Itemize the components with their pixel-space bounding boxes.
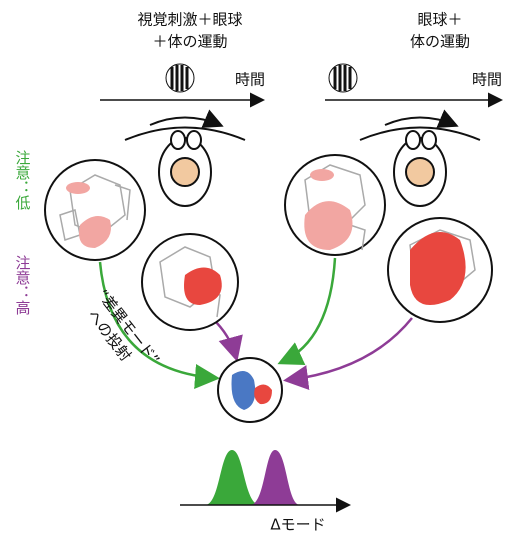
attention-low: 注意：低 — [14, 150, 32, 211]
grating — [165, 63, 195, 93]
activity-map — [44, 159, 146, 261]
distribution-high — [250, 450, 300, 505]
panel-title: ＋体の運動 — [152, 33, 227, 51]
activity-map — [141, 233, 239, 331]
axis-label: Δモード — [270, 516, 325, 534]
arrow-low — [277, 257, 337, 366]
panel-title: 体の運動 — [410, 33, 470, 51]
time-label: 時間 — [472, 71, 502, 89]
arrow-high — [283, 317, 413, 390]
mouse — [359, 109, 481, 207]
difference-map — [217, 357, 283, 423]
arrow-high — [211, 317, 243, 362]
arrow-low — [98, 261, 220, 389]
grating — [328, 63, 358, 93]
attention-high: 注意：高 — [14, 255, 32, 315]
activity-map — [284, 154, 386, 256]
panel-title: 視覚刺激＋眼球 — [137, 11, 242, 29]
activity-map — [387, 217, 493, 323]
distribution-low — [205, 450, 260, 505]
time-label: 時間 — [235, 71, 265, 89]
mouse — [124, 109, 246, 207]
panel-title: 眼球＋ — [417, 11, 462, 29]
